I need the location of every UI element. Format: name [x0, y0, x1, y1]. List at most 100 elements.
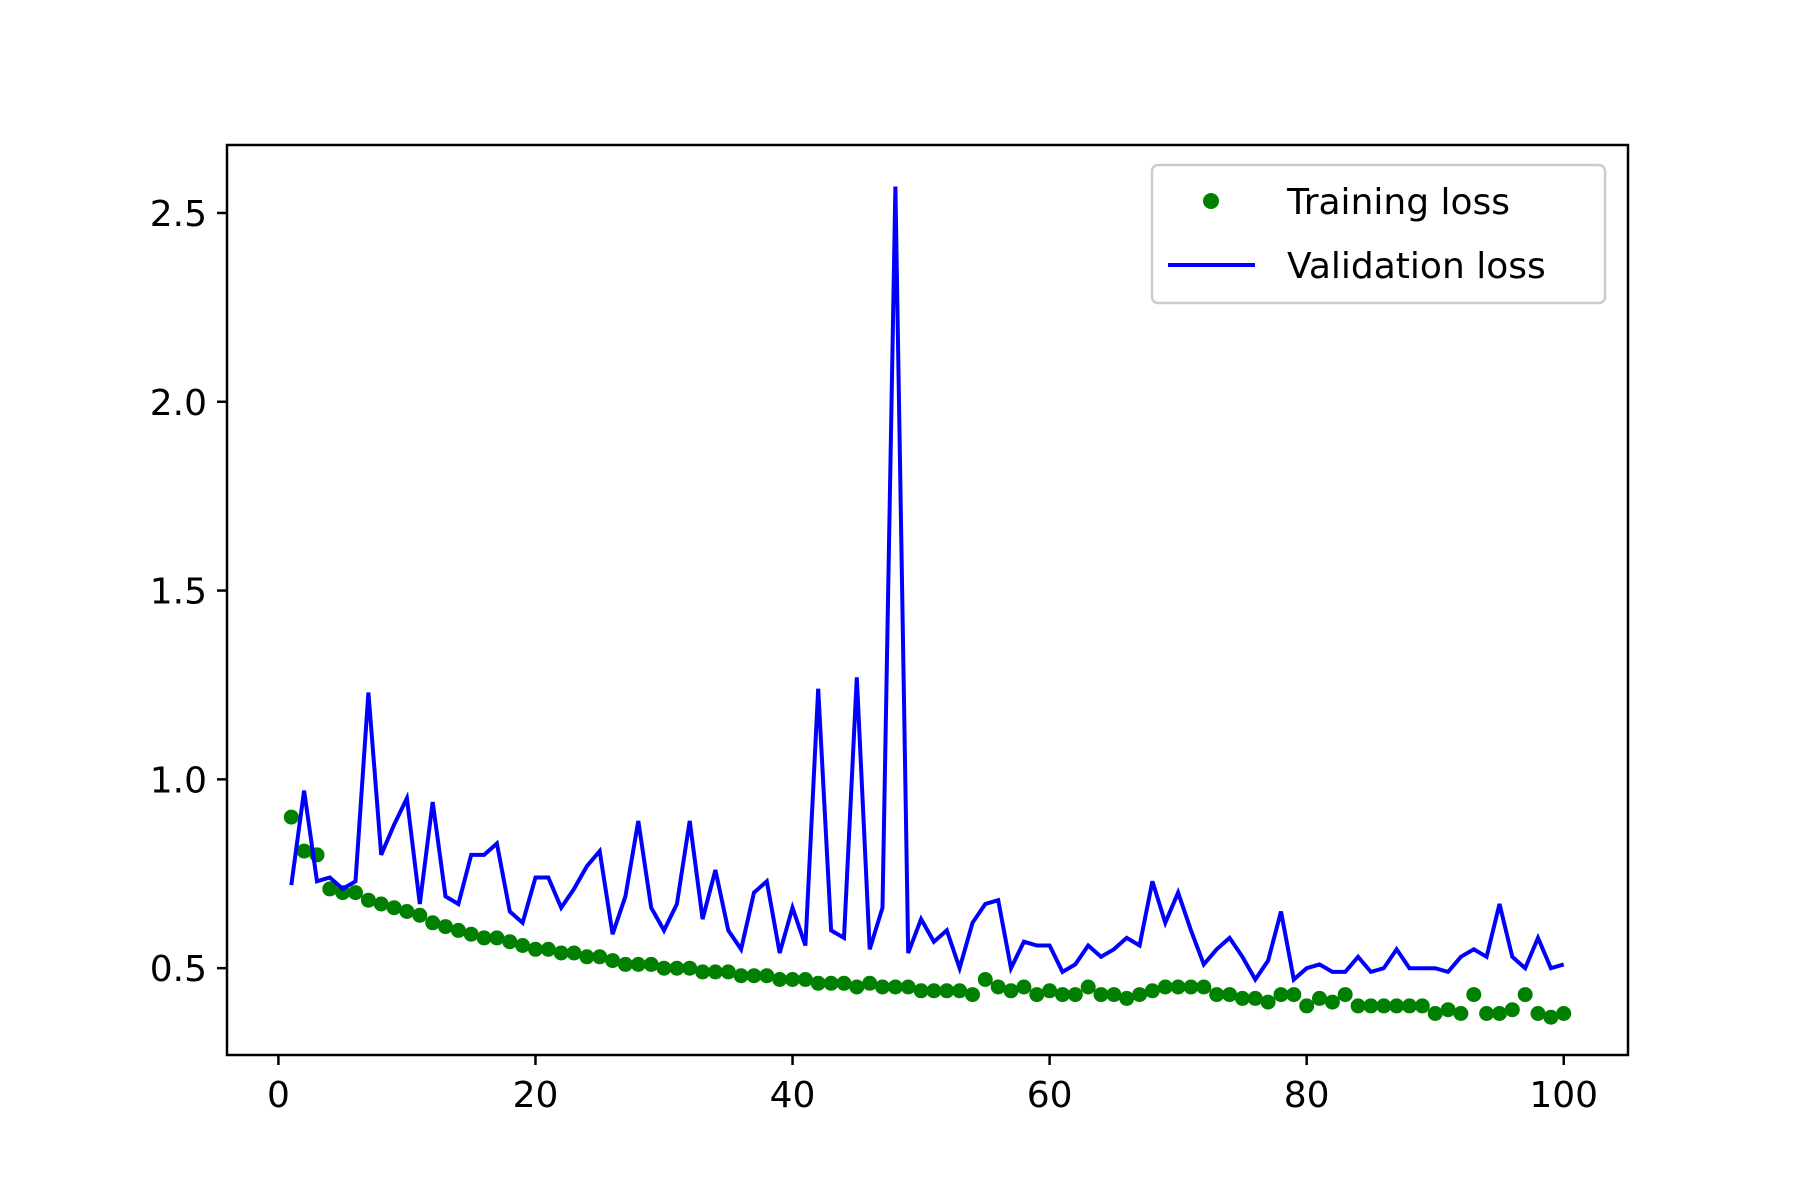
training-loss-point: [1363, 998, 1379, 1014]
training-loss-point: [1479, 1006, 1495, 1021]
training-loss-point: [1402, 998, 1417, 1014]
training-loss-point: [1157, 979, 1173, 995]
legend-training-marker: [1203, 193, 1219, 209]
training-loss-point: [965, 987, 980, 1003]
training-loss-point: [425, 915, 441, 931]
training-loss-point: [296, 843, 312, 859]
axes: 0 20 40 60 80 100 0.5 1.0 1.5 2.0 2.5: [150, 143, 1630, 1116]
training-loss-point: [1492, 1006, 1507, 1021]
training-loss-point: [412, 907, 428, 923]
training-loss-point: [1042, 983, 1058, 999]
training-loss-point: [656, 960, 672, 976]
training-loss-point: [1312, 990, 1327, 1006]
training-loss-point: [695, 964, 711, 980]
training-loss-point: [322, 881, 338, 897]
training-loss-point: [990, 979, 1006, 995]
training-loss-point: [669, 960, 685, 976]
training-loss-point: [939, 983, 955, 999]
training-loss-point: [1016, 979, 1032, 995]
training-loss-point: [1530, 1006, 1546, 1021]
training-loss-point: [733, 968, 749, 984]
x-tick-label: 60: [1027, 1075, 1073, 1116]
training-loss-point: [1286, 987, 1302, 1003]
training-loss-point: [1376, 998, 1392, 1014]
training-loss-point: [1067, 987, 1083, 1003]
training-loss-point: [849, 979, 865, 995]
training-loss-point: [528, 941, 543, 957]
training-loss-point: [1350, 998, 1366, 1014]
training-loss-point: [823, 975, 839, 991]
training-loss-point: [913, 983, 929, 999]
training-loss-point: [1119, 990, 1135, 1006]
training-loss-point: [1556, 1006, 1572, 1021]
training-loss-point: [502, 934, 518, 950]
training-loss-point: [540, 941, 556, 957]
y-tick-label: 1.0: [150, 760, 207, 801]
training-loss-point: [1093, 987, 1109, 1003]
legend-validation-label: Validation loss: [1287, 246, 1546, 287]
training-loss-point: [1466, 987, 1482, 1003]
training-loss-point: [438, 919, 453, 935]
training-loss-point: [1543, 1009, 1559, 1025]
training-loss-point: [1106, 987, 1122, 1003]
training-loss-point: [1080, 979, 1096, 995]
training-loss-point: [489, 930, 505, 946]
training-loss-point: [810, 975, 826, 991]
training-loss-point: [1183, 979, 1199, 995]
validation-loss-line: [289, 186, 1565, 984]
axes-frame: [225, 143, 1630, 1057]
y-tick-label: 2.5: [150, 194, 207, 235]
training-loss-point: [476, 930, 492, 946]
training-loss-point: [1504, 1002, 1520, 1018]
x-tick-label: 0: [267, 1075, 290, 1116]
x-tick-label: 20: [513, 1075, 559, 1116]
training-loss-point: [630, 956, 646, 972]
y-tick-label: 1.5: [150, 572, 207, 613]
legend: Training loss Validation loss: [1150, 163, 1607, 305]
training-loss-point: [682, 960, 698, 976]
training-loss-point: [1055, 987, 1070, 1003]
training-loss-point: [450, 922, 466, 938]
training-loss-point: [862, 975, 878, 991]
training-loss-point: [1427, 1006, 1443, 1021]
training-loss-point: [566, 945, 582, 961]
training-loss-point: [875, 979, 890, 995]
training-loss-point: [283, 809, 299, 825]
y-tick-label: 2.0: [150, 383, 207, 424]
training-loss-point: [797, 972, 813, 987]
training-loss-point: [373, 896, 389, 912]
training-loss-point: [977, 972, 993, 987]
y-tick-label: 0.5: [150, 949, 207, 990]
training-loss-point: [515, 938, 531, 953]
training-loss-point: [1337, 987, 1353, 1003]
training-loss-point: [617, 956, 633, 972]
training-loss-point: [926, 983, 942, 999]
training-loss-point: [952, 983, 968, 999]
training-loss-point: [1234, 990, 1250, 1006]
training-loss-point: [1247, 990, 1263, 1006]
training-loss-point: [1196, 979, 1212, 995]
training-loss-point: [1222, 987, 1238, 1003]
training-loss-point: [746, 968, 762, 984]
training-loss-point: [1170, 979, 1186, 995]
training-loss-point: [399, 904, 415, 919]
training-loss-point: [1299, 998, 1315, 1014]
legend-frame: [1150, 163, 1607, 305]
x-tick-label: 100: [1529, 1075, 1598, 1116]
plot-area: [283, 186, 1572, 1025]
training-loss-point: [1003, 983, 1019, 999]
training-loss-point: [1414, 998, 1430, 1014]
training-loss-point: [1517, 987, 1533, 1003]
training-loss-point: [579, 949, 595, 965]
training-loss-point: [1273, 987, 1289, 1003]
training-loss-point: [759, 968, 775, 984]
training-loss-point: [1144, 983, 1160, 999]
training-loss-point: [900, 979, 916, 995]
training-loss-point: [836, 975, 852, 991]
training-loss-point: [643, 956, 659, 972]
training-loss-point: [386, 900, 402, 916]
training-loss-point: [1209, 987, 1225, 1003]
training-loss-point: [1260, 994, 1276, 1010]
training-loss-point: [553, 945, 569, 961]
